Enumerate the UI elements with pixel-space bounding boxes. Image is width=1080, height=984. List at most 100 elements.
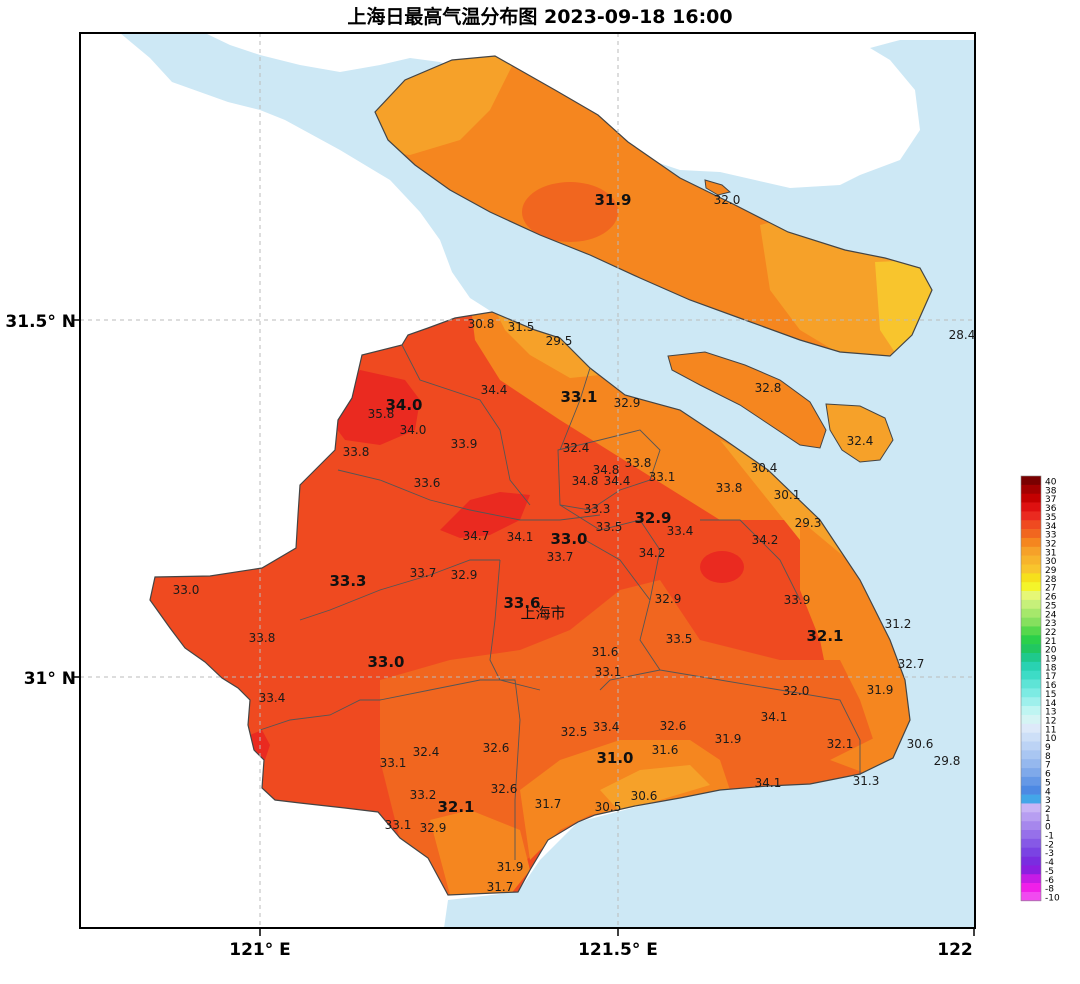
colorbar-swatch (1021, 502, 1041, 512)
colorbar-swatch (1021, 856, 1041, 866)
colorbar-swatch (1021, 520, 1041, 530)
station-value: 33.5 (596, 520, 623, 534)
station-value: 31.9 (497, 860, 524, 874)
station-value: 34.7 (463, 529, 490, 543)
district-max-baoshan: 33.1 (560, 388, 597, 406)
colorbar-swatch (1021, 555, 1041, 565)
colorbar-swatch (1021, 688, 1041, 698)
station-value: 32.0 (714, 193, 741, 207)
colorbar-label: 19 (1045, 655, 1057, 665)
colorbar-label: 33 (1045, 531, 1056, 541)
station-value: 32.9 (614, 396, 641, 410)
colorbar-swatch (1021, 617, 1041, 627)
colorbar-swatch (1021, 599, 1041, 610)
lon-label-121-5: 121.5° E (578, 940, 658, 960)
lon-label-122: 122 (937, 940, 973, 960)
station-value: 33.0 (173, 583, 200, 597)
station-value: 31.5 (508, 320, 535, 334)
colorbar-swatch (1021, 697, 1041, 707)
temperature-colorbar: 4038373635343332313029282726252423222120… (1020, 475, 1060, 903)
colorbar-label: 11 (1045, 725, 1056, 735)
colorbar-swatch (1021, 812, 1041, 822)
station-value: 34.4 (604, 474, 631, 488)
station-value: 33.1 (595, 665, 622, 679)
station-value: 32.4 (847, 434, 874, 448)
station-value: 31.2 (885, 617, 912, 631)
colorbar-label: 0 (1045, 823, 1051, 833)
colorbar-swatch (1021, 511, 1041, 521)
colorbar-swatch (1021, 874, 1041, 884)
station-value: 33.1 (649, 470, 676, 484)
colorbar-swatch (1021, 537, 1041, 548)
station-value: 33.3 (584, 502, 611, 516)
station-value: 29.5 (546, 334, 573, 348)
colorbar-swatch (1021, 484, 1041, 494)
station-value: 31.7 (535, 797, 562, 811)
lat-label-31-5: 31.5° N (5, 312, 76, 332)
colorbar-swatch (1021, 546, 1041, 556)
station-value: 30.5 (595, 800, 622, 814)
colorbar-label: 14 (1045, 699, 1057, 709)
station-value: 31.9 (867, 683, 894, 697)
colorbar-swatch (1021, 661, 1041, 671)
station-value: 35.8 (368, 407, 395, 421)
colorbar-swatch (1021, 847, 1041, 857)
station-value: 34.1 (507, 530, 534, 544)
colorbar-swatch (1021, 830, 1041, 840)
islet (704, 179, 732, 196)
colorbar-label: 8 (1045, 752, 1051, 762)
colorbar-label: 12 (1045, 716, 1056, 726)
station-value: 33.9 (784, 593, 811, 607)
district-max-labels: 31.9 34.0 33.1 32.9 33.0 33.3 33.6 33.0 … (329, 191, 843, 816)
colorbar-label: 2 (1045, 805, 1051, 815)
shanghai-mainland-outline (149, 311, 911, 896)
district-boundaries (259, 344, 861, 860)
district-max-jiading: 34.0 (385, 396, 422, 414)
colorbar-label: 15 (1045, 690, 1056, 700)
station-value: 31.7 (487, 880, 514, 894)
colorbar-label: 32 (1045, 539, 1056, 549)
colorbar-swatch (1021, 750, 1041, 760)
map-title: 上海日最高气温分布图 2023-09-18 16:00 (347, 6, 733, 28)
colorbar-label: -5 (1045, 867, 1054, 877)
colorbar-label: 23 (1045, 619, 1056, 629)
station-value: 32.4 (413, 745, 440, 759)
colorbar-swatch (1021, 582, 1041, 592)
station-value: 34.2 (752, 533, 779, 547)
colorbar-swatch (1021, 679, 1041, 689)
colorbar-swatch (1021, 759, 1041, 769)
colorbar-swatch (1021, 723, 1041, 733)
station-value: 32.9 (655, 592, 682, 606)
district-max-central: 33.0 (550, 530, 587, 548)
colorbar-label: 40 (1045, 478, 1057, 488)
station-value: 33.8 (249, 631, 276, 645)
colorbar-label: 4 (1045, 787, 1051, 797)
station-value: 33.4 (667, 524, 694, 538)
colorbar-swatch (1021, 626, 1041, 636)
district-max-chongming: 31.9 (594, 191, 631, 209)
colorbar-label: 29 (1045, 566, 1057, 576)
colorbar-label: 7 (1045, 761, 1051, 771)
colorbar-label: 17 (1045, 672, 1056, 682)
colorbar-swatch (1021, 644, 1041, 654)
station-value: 34.8 (593, 463, 620, 477)
colorbar-label: 18 (1045, 663, 1057, 673)
colorbar-label: 1 (1045, 814, 1051, 824)
colorbar-label: 10 (1045, 734, 1057, 744)
colorbar-swatch (1021, 891, 1041, 902)
colorbar-label: 35 (1045, 513, 1056, 523)
colorbar-swatch (1021, 732, 1041, 742)
colorbar-label: 30 (1045, 557, 1057, 567)
colorbar-label: 13 (1045, 708, 1056, 718)
colorbar-label: -4 (1045, 858, 1054, 868)
district-max-minhang: 33.6 (503, 594, 540, 612)
colorbar-swatch (1021, 785, 1041, 795)
station-value: 33.1 (380, 756, 407, 770)
station-value: 31.6 (592, 645, 619, 659)
city-label: 上海市 (520, 604, 565, 622)
station-value: 28.4 (949, 328, 976, 342)
colorbar-label: 5 (1045, 778, 1051, 788)
colorbar-label: 27 (1045, 584, 1056, 594)
station-value: 33.4 (593, 720, 620, 734)
colorbar-label: 36 (1045, 504, 1057, 514)
